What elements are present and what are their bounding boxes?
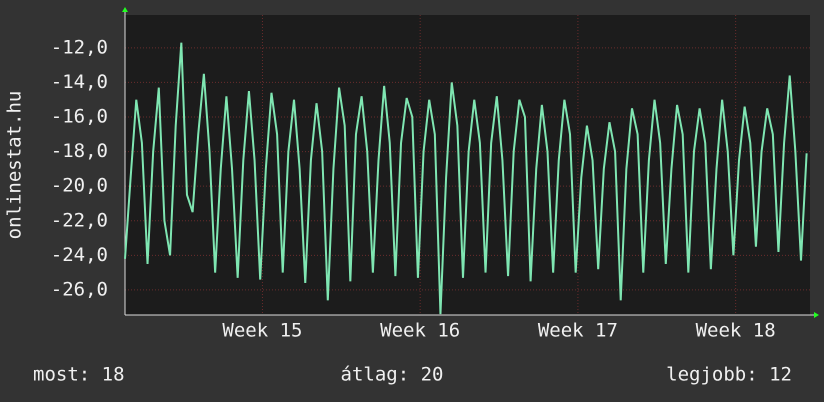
y-tick-label: -22,0 bbox=[51, 209, 108, 231]
series-line bbox=[124, 42, 808, 315]
x-tick-label: Week 18 bbox=[696, 320, 776, 342]
x-tick-label: Week 17 bbox=[538, 320, 618, 342]
y-tick-label: -14,0 bbox=[51, 71, 108, 93]
x-tick-label: Week 16 bbox=[380, 320, 460, 342]
stat-current: most: 18 bbox=[33, 364, 125, 386]
y-tick-label: -18,0 bbox=[51, 140, 108, 162]
x-axis-arrow bbox=[814, 312, 819, 318]
y-tick-label: -16,0 bbox=[51, 106, 108, 128]
y-tick-label: -12,0 bbox=[51, 36, 108, 58]
y-tick-label: -20,0 bbox=[51, 175, 108, 197]
y-axis-arrow bbox=[122, 7, 128, 12]
y-axis-label: onlinestat.hu bbox=[4, 91, 26, 240]
y-tick-label: -26,0 bbox=[51, 278, 108, 300]
x-tick-label: Week 15 bbox=[222, 320, 302, 342]
y-tick-label: -24,0 bbox=[51, 244, 108, 266]
stat-average: átlag: 20 bbox=[341, 364, 444, 386]
stat-best: legjobb: 12 bbox=[666, 364, 792, 386]
